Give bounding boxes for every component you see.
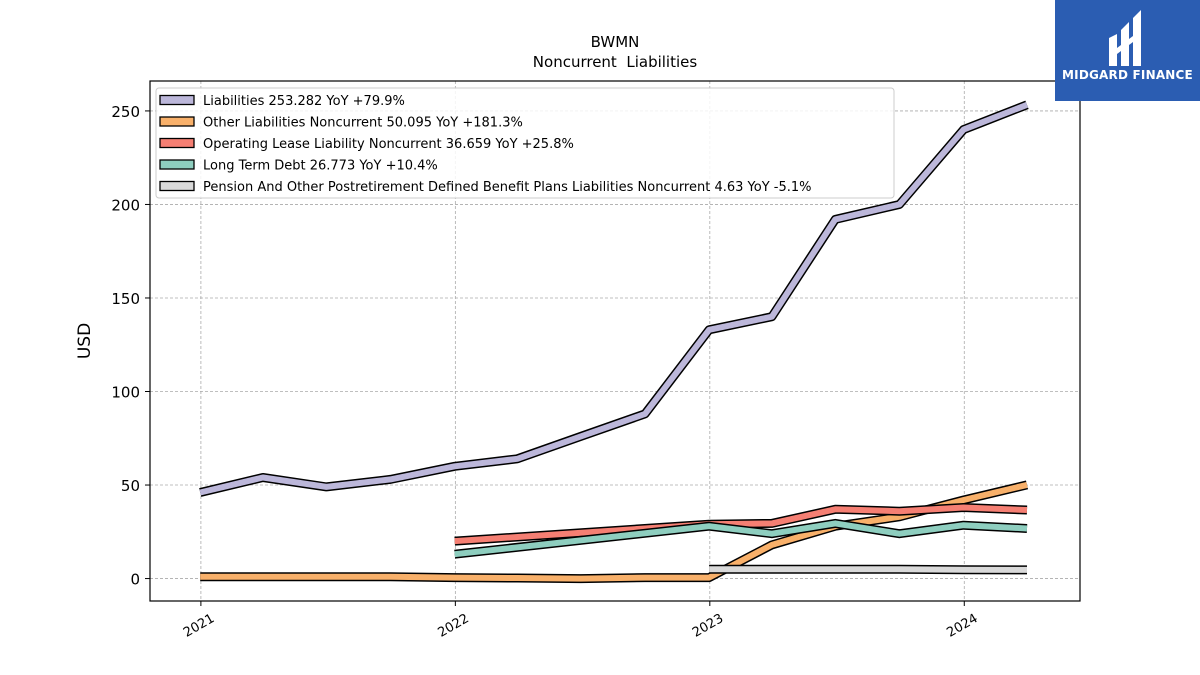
series-line-fill [709,566,1028,573]
legend-entry: Operating Lease Liability Noncurrent 36.… [203,137,574,152]
legend: Liabilities 253.282 YoY +79.9% Other Liab… [155,87,895,199]
chart-subtitle: Noncurrent Liabilities [533,53,698,71]
series-line [454,518,1028,559]
legend-swatch [159,116,195,127]
series-line-fill [200,481,1028,582]
y-tick-label: 0 [130,571,140,589]
logo-mark-icon [1109,10,1141,66]
series-line-fill [454,520,1028,558]
series-line-fill [199,102,1029,496]
legend-entry: Long Term Debt 26.773 YoY +10.4% [203,159,438,174]
legend-entry: Liabilities 253.282 YoY +79.9% [203,94,405,109]
y-tick-label: 100 [111,384,140,402]
y-axis: 0 50 100 150 200 250 [111,103,150,589]
y-tick-label: 50 [121,477,140,495]
legend-swatch [159,94,195,106]
x-tick-label: 2024 [944,611,980,641]
series-line [200,480,1029,584]
y-tick-label: 250 [111,103,140,121]
logo-text: MIDGARD FINANCE [1062,68,1193,82]
series-line [199,100,1029,497]
y-tick-label: 150 [111,290,140,308]
legend-swatch [159,180,195,192]
legend-entry: Other Liabilities Noncurrent 50.095 YoY … [203,116,523,131]
plot-frame [149,80,1081,602]
y-axis-label: USD [75,323,95,359]
series-layer [199,100,1029,584]
x-axis: 2021 2022 2023 2024 [181,601,981,641]
chart-title: BWMN [591,33,640,51]
legend-swatch [159,137,195,149]
legend-box [155,87,895,199]
x-tick-label: 2022 [436,611,472,641]
y-tick-label: 200 [111,196,140,214]
legend-entry: Pension And Other Postretirement Defined… [203,180,812,195]
legend-swatch [159,159,195,170]
series-line [709,564,1028,575]
x-tick-label: 2021 [181,611,217,641]
brand-logo: MIDGARD FINANCE [1055,0,1200,101]
x-tick-label: 2023 [690,611,726,641]
